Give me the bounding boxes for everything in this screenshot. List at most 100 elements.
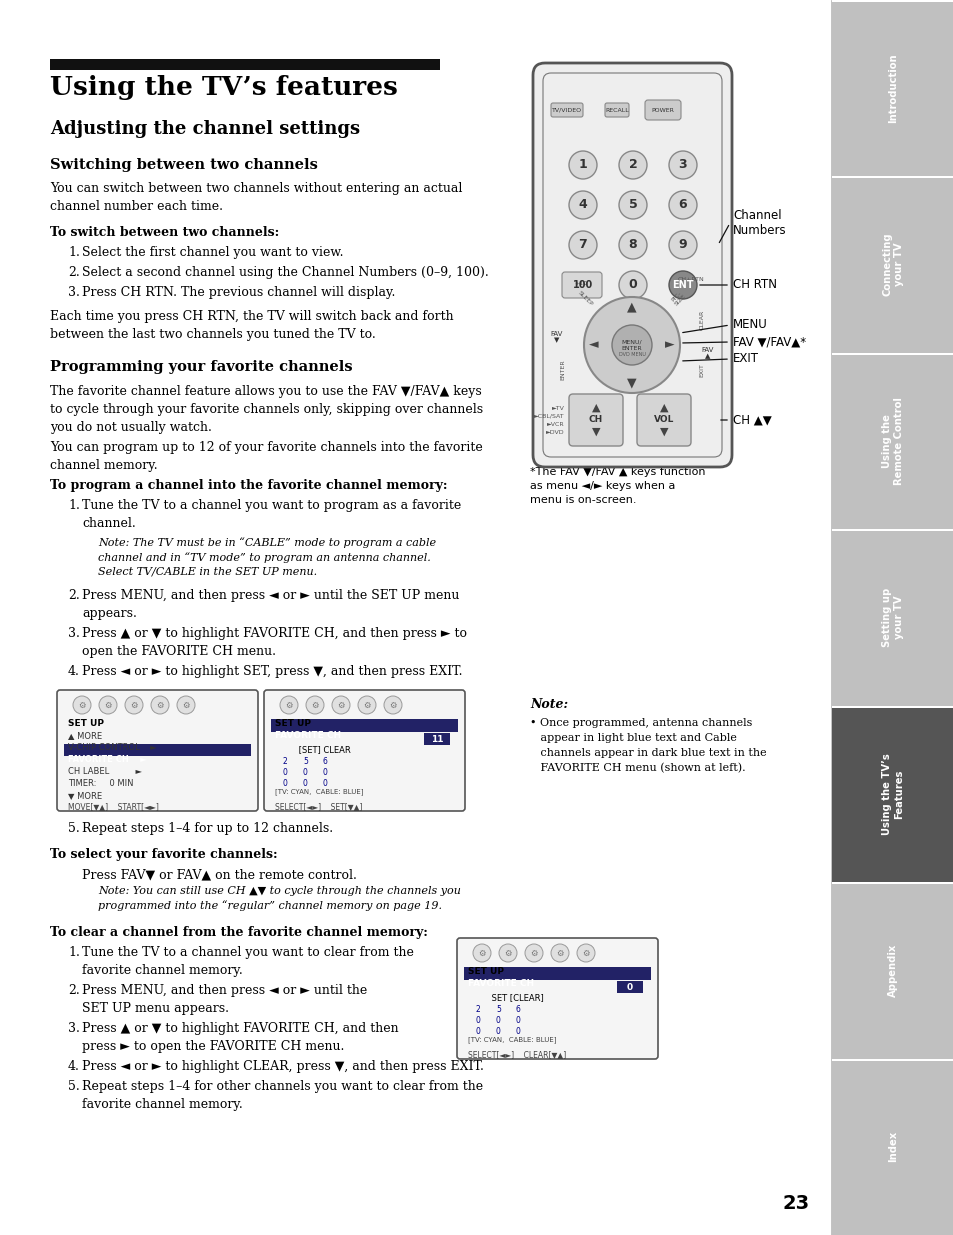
Circle shape bbox=[280, 697, 297, 714]
Text: • Once programmed, antenna channels
   appear in light blue text and Cable
   ch: • Once programmed, antenna channels appe… bbox=[530, 718, 766, 773]
Text: FAV
▲: FAV ▲ bbox=[701, 347, 714, 359]
Text: 3.: 3. bbox=[68, 1023, 80, 1035]
Text: 0: 0 bbox=[516, 1028, 520, 1036]
Circle shape bbox=[668, 231, 697, 259]
Text: ENTER: ENTER bbox=[560, 359, 565, 380]
Circle shape bbox=[551, 944, 568, 962]
FancyBboxPatch shape bbox=[644, 100, 680, 120]
Text: ▼: ▼ bbox=[591, 427, 599, 437]
Text: [TV: CYAN,  CABLE: BLUE]: [TV: CYAN, CABLE: BLUE] bbox=[468, 1036, 556, 1042]
Text: ⚙: ⚙ bbox=[285, 700, 293, 709]
Circle shape bbox=[306, 697, 324, 714]
Bar bbox=[831, 354, 953, 530]
Text: SET UP: SET UP bbox=[468, 967, 503, 976]
Text: SET UP: SET UP bbox=[68, 719, 104, 727]
Text: 11: 11 bbox=[431, 736, 443, 745]
Text: 0: 0 bbox=[323, 768, 328, 777]
Text: 5: 5 bbox=[628, 199, 637, 211]
Text: PIC-
SIZE: PIC- SIZE bbox=[669, 289, 687, 308]
FancyBboxPatch shape bbox=[57, 690, 257, 811]
Text: Note:: Note: bbox=[530, 698, 568, 711]
Text: SET UP: SET UP bbox=[274, 719, 311, 727]
Text: ▲: ▲ bbox=[626, 300, 637, 314]
Text: TIMER:     0 MIN: TIMER: 0 MIN bbox=[68, 779, 133, 788]
Text: Repeat steps 1–4 for other channels you want to clear from the
favorite channel : Repeat steps 1–4 for other channels you … bbox=[82, 1079, 482, 1112]
Bar bbox=[831, 2, 953, 177]
Text: ⚙: ⚙ bbox=[131, 700, 137, 709]
Text: To program a channel into the favorite channel memory:: To program a channel into the favorite c… bbox=[50, 479, 447, 492]
Text: Setting up
your TV: Setting up your TV bbox=[882, 588, 902, 647]
Bar bbox=[831, 178, 953, 353]
Text: ►: ► bbox=[664, 338, 674, 352]
Bar bbox=[50, 59, 439, 70]
Circle shape bbox=[73, 697, 91, 714]
Text: ⚙: ⚙ bbox=[182, 700, 190, 709]
Bar bbox=[271, 719, 457, 732]
Circle shape bbox=[568, 231, 597, 259]
Text: SLEEP: SLEEP bbox=[577, 290, 593, 306]
Text: 6: 6 bbox=[678, 199, 686, 211]
Circle shape bbox=[568, 151, 597, 179]
FancyBboxPatch shape bbox=[456, 939, 658, 1058]
Text: 0: 0 bbox=[516, 1016, 520, 1025]
Circle shape bbox=[99, 697, 117, 714]
Text: 1.: 1. bbox=[68, 246, 80, 259]
FancyBboxPatch shape bbox=[264, 690, 464, 811]
Bar bbox=[617, 981, 642, 993]
Text: 9: 9 bbox=[678, 238, 686, 252]
Text: 2: 2 bbox=[476, 1005, 480, 1014]
Text: 3: 3 bbox=[678, 158, 686, 172]
Text: 0: 0 bbox=[283, 768, 288, 777]
Text: V-CHIP CONTROL    ►: V-CHIP CONTROL ► bbox=[68, 743, 156, 752]
Text: ►DVD: ►DVD bbox=[546, 430, 564, 435]
Text: To switch between two channels:: To switch between two channels: bbox=[50, 226, 279, 240]
Text: MENU: MENU bbox=[732, 319, 767, 331]
Circle shape bbox=[612, 325, 651, 366]
Text: ▲: ▲ bbox=[591, 403, 599, 412]
Text: Press MENU, and then press ◄ or ► until the SET UP menu
appears.: Press MENU, and then press ◄ or ► until … bbox=[82, 589, 459, 620]
Text: EXIT: EXIT bbox=[699, 363, 703, 377]
Text: ⚙: ⚙ bbox=[556, 948, 563, 957]
Text: Programming your favorite channels: Programming your favorite channels bbox=[50, 359, 353, 374]
Bar bbox=[64, 743, 251, 756]
Text: ◄: ◄ bbox=[589, 338, 598, 352]
Circle shape bbox=[177, 697, 194, 714]
Text: ►TV: ►TV bbox=[552, 406, 564, 411]
Text: Select the first channel you want to view.: Select the first channel you want to vie… bbox=[82, 246, 343, 259]
Text: 0: 0 bbox=[628, 279, 637, 291]
Text: ▲: ▲ bbox=[659, 403, 667, 412]
FancyBboxPatch shape bbox=[568, 394, 622, 446]
Text: FAV
▼: FAV ▼ bbox=[550, 331, 562, 343]
Text: Tune the TV to a channel you want to program as a favorite
channel.: Tune the TV to a channel you want to pro… bbox=[82, 499, 460, 530]
Text: *The FAV ▼/FAV ▲ keys function
as menu ◄/► keys when a
menu is on-screen.: *The FAV ▼/FAV ▲ keys function as menu ◄… bbox=[530, 467, 705, 505]
Text: 5.: 5. bbox=[68, 823, 80, 835]
Circle shape bbox=[618, 231, 646, 259]
Text: ►CBL/SAT: ►CBL/SAT bbox=[534, 414, 564, 419]
Text: CH+RTN: CH+RTN bbox=[678, 277, 704, 282]
Text: Each time you press CH RTN, the TV will switch back and forth
between the last t: Each time you press CH RTN, the TV will … bbox=[50, 310, 453, 341]
Text: 3.: 3. bbox=[68, 287, 80, 299]
Text: ⚙: ⚙ bbox=[389, 700, 396, 709]
Text: ▼: ▼ bbox=[659, 427, 667, 437]
Text: ⚙: ⚙ bbox=[477, 948, 485, 957]
Text: Press ▲ or ▼ to highlight FAVORITE CH, and then press ► to
open the FAVORITE CH : Press ▲ or ▼ to highlight FAVORITE CH, a… bbox=[82, 627, 467, 658]
Text: 5: 5 bbox=[496, 1005, 500, 1014]
Text: TV/VIDEO: TV/VIDEO bbox=[552, 107, 581, 112]
Text: Connecting
your TV: Connecting your TV bbox=[882, 233, 902, 296]
Circle shape bbox=[473, 944, 491, 962]
FancyBboxPatch shape bbox=[561, 272, 601, 298]
Circle shape bbox=[332, 697, 350, 714]
Text: ENT: ENT bbox=[672, 280, 693, 290]
Circle shape bbox=[618, 191, 646, 219]
Bar bbox=[831, 884, 953, 1058]
Text: EXIT: EXIT bbox=[732, 352, 759, 366]
Text: ⚙: ⚙ bbox=[581, 948, 589, 957]
Text: FAVORITE CH: FAVORITE CH bbox=[468, 979, 534, 988]
Text: Select a second channel using the Channel Numbers (0–9, 100).: Select a second channel using the Channe… bbox=[82, 266, 488, 279]
Text: 1.: 1. bbox=[68, 946, 80, 960]
Bar bbox=[831, 708, 953, 882]
Circle shape bbox=[524, 944, 542, 962]
Text: 0: 0 bbox=[496, 1028, 500, 1036]
Text: Press CH RTN. The previous channel will display.: Press CH RTN. The previous channel will … bbox=[82, 287, 395, 299]
Text: You can switch between two channels without entering an actual
channel number ea: You can switch between two channels with… bbox=[50, 182, 462, 212]
